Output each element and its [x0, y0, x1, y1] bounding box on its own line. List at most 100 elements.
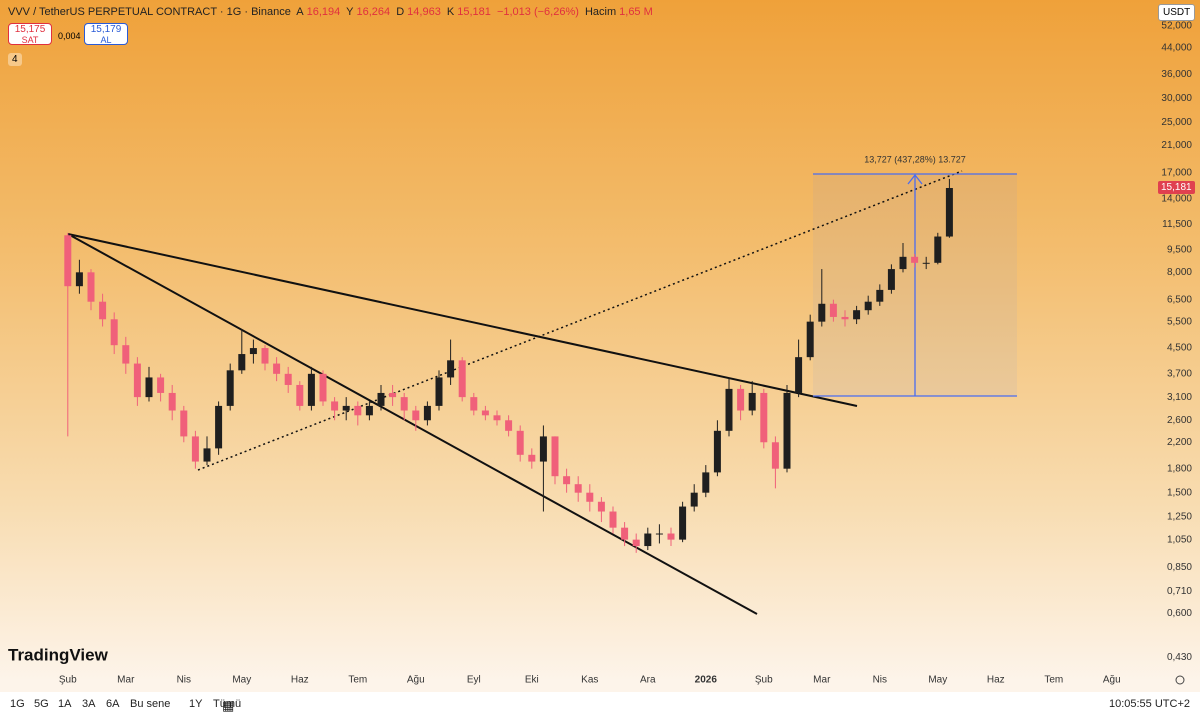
currency-select[interactable]: USDT [1158, 4, 1196, 21]
trendline [67, 233, 758, 615]
candle-body [447, 360, 455, 378]
ohlc-value: 14,963 [407, 6, 441, 18]
candle-body [191, 436, 199, 462]
x-tick-label: Mar [117, 675, 135, 686]
y-tick-label: 25,000 [1161, 117, 1192, 128]
candle-body [249, 348, 257, 355]
candle-body [203, 448, 211, 462]
candle-body [679, 506, 687, 540]
candle-body [621, 527, 629, 540]
candle-body [412, 410, 420, 421]
volume-label: Hacim [584, 6, 617, 18]
candle-body [528, 454, 536, 462]
y-tick-label: 30,000 [1161, 93, 1192, 104]
y-tick-label: 0,600 [1167, 608, 1192, 619]
buy-label: AL [100, 35, 112, 45]
candle-body [609, 511, 617, 528]
candle-body [563, 476, 571, 485]
candle-body [551, 436, 559, 477]
x-tick-label: Eyl [467, 675, 481, 686]
candle-body [423, 405, 431, 421]
range-button[interactable]: 5G [34, 698, 49, 710]
ohlc-label: K [446, 6, 455, 18]
settings-icon[interactable] [1175, 675, 1185, 685]
y-tick-label: 8,000 [1167, 267, 1192, 278]
indicators-toggle[interactable]: 4 [8, 53, 22, 66]
y-tick-label: 1,800 [1167, 463, 1192, 474]
candle-body [133, 363, 141, 398]
candle-body [284, 373, 292, 385]
chart: 13,727 (437,28%) 13.727 0,4300,6000,7100… [8, 21, 1192, 686]
candle-body [574, 484, 582, 493]
candle-body [864, 301, 872, 311]
x-tick-label: Tem [1044, 675, 1063, 686]
candle-body [458, 360, 466, 398]
x-tick-label: Mar [813, 675, 831, 686]
x-tick-label: Eki [525, 675, 539, 686]
candle-body [331, 401, 339, 411]
range-button[interactable]: 1Y [189, 698, 203, 710]
x-tick-label: 2026 [695, 675, 718, 686]
y-tick-label: 3,100 [1167, 392, 1192, 403]
range-button[interactable]: Tümü [213, 698, 242, 710]
candle-body [667, 533, 675, 540]
ohlc-value: 16,264 [356, 6, 391, 18]
trendline [67, 233, 858, 407]
y-tick-label: 0,710 [1167, 586, 1192, 597]
candle-body [505, 420, 513, 431]
candle-body [713, 430, 721, 473]
y-tick-label: 3,700 [1167, 368, 1192, 379]
y-tick-label: 2,600 [1167, 415, 1192, 426]
calendar-icon[interactable]: ▦ [222, 698, 235, 713]
candle-body [99, 301, 107, 320]
y-tick-label: 2,200 [1167, 437, 1192, 448]
range-button[interactable]: 1A [58, 698, 72, 710]
y-tick-label: 52,000 [1161, 21, 1192, 32]
range-button[interactable]: 6A [106, 698, 120, 710]
candle-body [215, 405, 223, 449]
candle-body [307, 373, 315, 406]
measure-arrowhead [907, 173, 923, 185]
candle-body [296, 384, 304, 406]
x-tick-label: Ara [640, 675, 656, 686]
sell-label: SAT [21, 35, 39, 45]
y-tick-label: 14,000 [1161, 193, 1192, 204]
y-tick-label: 17,000 [1161, 168, 1192, 179]
candle-body [238, 354, 246, 371]
candle-body [922, 262, 930, 264]
candle-body [516, 430, 524, 455]
candle-body [470, 397, 478, 411]
range-button[interactable]: 1G [10, 698, 25, 710]
y-tick-label: 36,000 [1161, 69, 1192, 80]
candle-body [737, 388, 745, 411]
x-tick-label: Haz [987, 675, 1005, 686]
ohlc-label: A [296, 6, 304, 18]
candle-body [342, 405, 350, 411]
range-button[interactable]: Bu sene [130, 698, 171, 710]
dotted-trendline [197, 170, 963, 471]
candle-body [226, 370, 234, 406]
candle-body [354, 405, 362, 416]
last-price-label: 15,181 [1158, 180, 1195, 194]
measure-label: 13,727 (437,28%) 13.727 [864, 154, 966, 164]
range-button[interactable]: 3A [82, 698, 96, 710]
spread: 0,004 [58, 31, 81, 41]
candle-body [586, 492, 594, 502]
y-tick-label: 5,500 [1167, 316, 1192, 327]
candle-body [841, 316, 849, 320]
x-tick-label: Tem [348, 675, 367, 686]
change: −1,013 (−6,26%) [496, 6, 579, 18]
candle-body [180, 410, 188, 437]
candle-body [261, 348, 269, 364]
candle-body [887, 269, 895, 290]
sell-button[interactable]: 15,175 SAT [8, 23, 52, 45]
x-tick-label: Şub [755, 675, 773, 686]
buy-button[interactable]: 15,179 AL [84, 23, 128, 45]
candle-body [771, 442, 779, 469]
x-tick-label: Ağu [407, 675, 425, 686]
candle-body [64, 235, 72, 287]
volume-value: 1,65 M [619, 6, 653, 18]
y-tick-label: 1,500 [1167, 487, 1192, 498]
candle-body [829, 303, 837, 317]
